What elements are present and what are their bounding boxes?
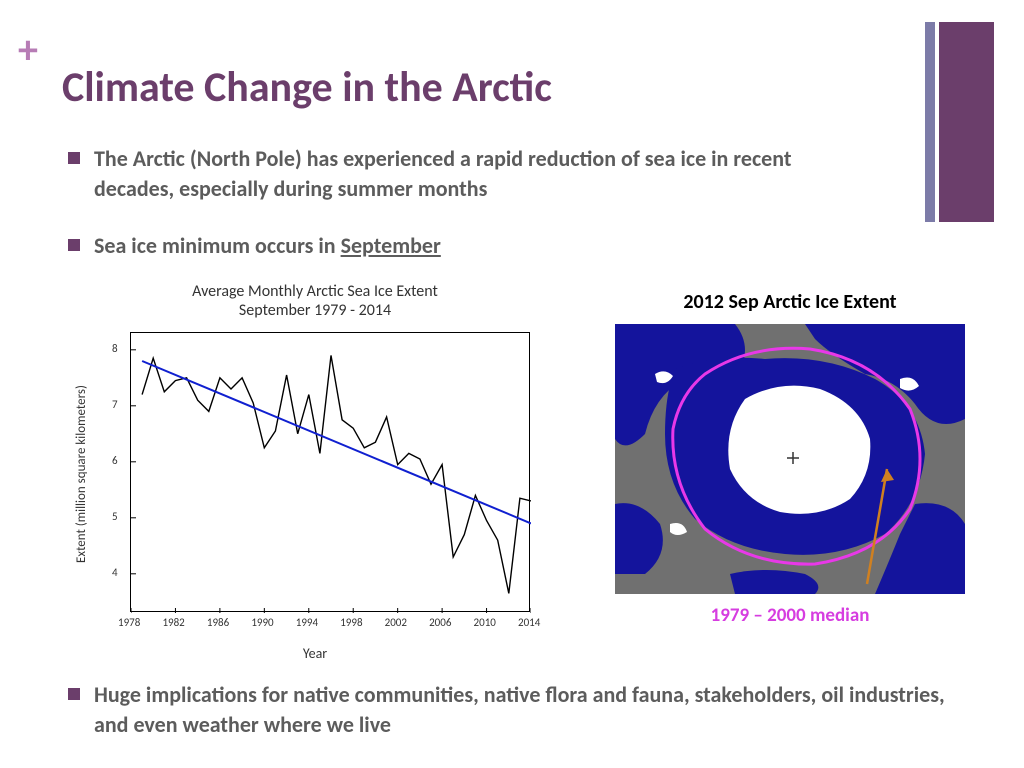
chart-box: Extent (million square kilometers) Natio… — [70, 324, 560, 654]
chart-xtick: 1982 — [162, 616, 184, 629]
chart-ytick: 4 — [112, 566, 118, 579]
bullet-item: The Arctic (North Pole) has experienced … — [68, 144, 848, 203]
chart-ylabel: Extent (million square kilometers) — [74, 385, 89, 563]
accent-thick — [939, 22, 994, 222]
chart-xlabel: Year — [70, 645, 560, 662]
map-box — [615, 324, 965, 594]
underlined-word: September — [341, 232, 441, 259]
chart-ytick: 5 — [112, 510, 118, 523]
chart-ytick: 7 — [112, 398, 118, 411]
chart-xtick: 1990 — [251, 616, 273, 629]
top-bullets: The Arctic (North Pole) has experienced … — [68, 144, 848, 279]
bullet-marker — [68, 688, 80, 700]
bullet-text: The Arctic (North Pole) has experienced … — [94, 144, 848, 203]
chart-xtick: 2002 — [385, 616, 407, 629]
slide-title: Climate Change in the Arctic — [62, 62, 552, 113]
chart-xtick: 1998 — [340, 616, 362, 629]
chart-ytick: 8 — [112, 342, 118, 355]
chart-xtick: 2010 — [474, 616, 496, 629]
map-svg — [615, 324, 965, 594]
chart-xtick: 1994 — [296, 616, 318, 629]
chart-svg — [131, 333, 531, 613]
bullet-marker — [68, 239, 80, 251]
plus-decor: + — [18, 30, 38, 70]
chart-xtick: 1978 — [118, 616, 140, 629]
bullet-text: Huge implications for native communities… — [94, 680, 948, 739]
bullet-marker — [68, 152, 80, 164]
arctic-map: 2012 Sep Arctic Ice Extent — [605, 290, 975, 627]
sea-ice-chart: Average Monthly Arctic Sea Ice Extent Se… — [70, 282, 560, 652]
accent-thin — [925, 22, 935, 222]
chart-title-line2: September 1979 - 2014 — [239, 301, 391, 320]
bullet-text: Sea ice minimum occurs in September — [94, 231, 441, 261]
bullet-text-lead: Sea ice minimum occurs in — [94, 232, 341, 259]
chart-ytick: 6 — [112, 454, 118, 467]
bullet-item: Sea ice minimum occurs in September — [68, 231, 848, 261]
bullet-item: Huge implications for native communities… — [68, 680, 948, 739]
chart-xtick: 2006 — [429, 616, 451, 629]
map-title: 2012 Sep Arctic Ice Extent — [605, 290, 975, 314]
median-label: 1979 – 2000 median — [605, 604, 975, 627]
bottom-bullets: Huge implications for native communities… — [68, 680, 948, 757]
chart-xtick: 2014 — [518, 616, 540, 629]
accent-bars — [925, 22, 994, 222]
chart-plot-frame — [130, 332, 530, 612]
chart-xtick: 1986 — [207, 616, 229, 629]
chart-title-line1: Average Monthly Arctic Sea Ice Extent — [192, 282, 438, 301]
chart-title: Average Monthly Arctic Sea Ice Extent Se… — [70, 282, 560, 320]
